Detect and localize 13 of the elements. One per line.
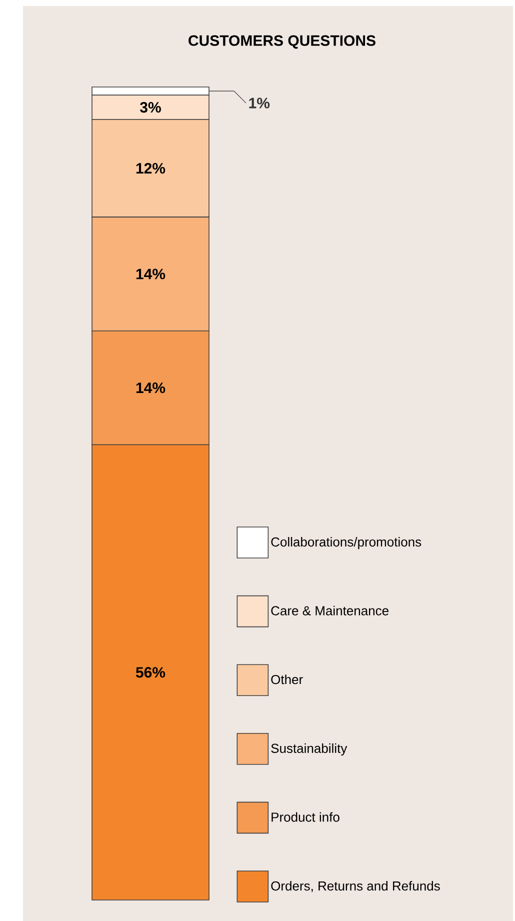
data-label: 14% [136,382,166,394]
legend-label: Care & Maintenance [271,606,388,616]
data-label: 1% [249,98,270,108]
legend-label: Product info [272,812,340,822]
legend-label: Sustainability [271,743,348,756]
data-label: 14% [136,268,166,280]
text: CUSTOMERS QUESTIONS [188,35,376,49]
data-label: 3% [140,102,161,113]
data-label: 56% [136,667,166,678]
legend-label: Orders, Returns and Refunds [271,881,440,892]
legend-label: Collaborations/promotions [271,537,422,550]
legend-label: Other [271,674,303,684]
data-label: 12% [136,162,166,174]
